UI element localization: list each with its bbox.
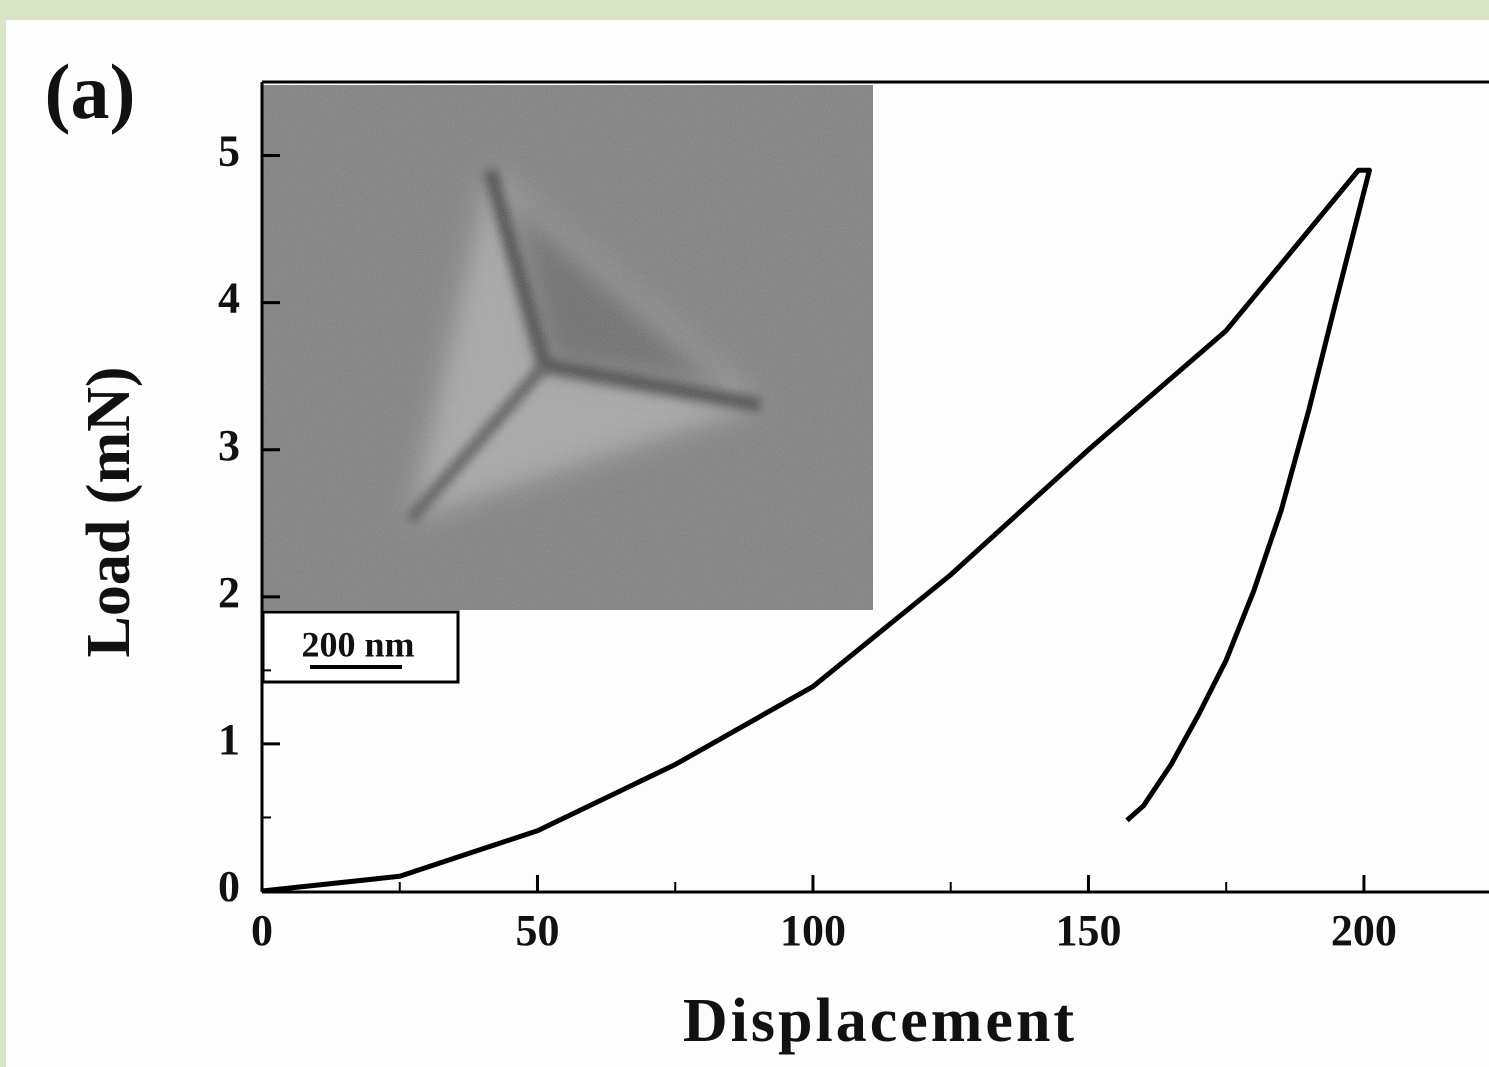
inset-image <box>262 85 873 610</box>
x-axis-label: Displacement <box>683 987 1077 1055</box>
y-tick-label: 3 <box>218 421 240 470</box>
y-axis-label: Load (mN) <box>75 366 143 657</box>
x-tick-label: 100 <box>780 906 846 955</box>
scale-box <box>261 610 460 684</box>
axes-frame <box>260 80 1489 894</box>
y-tick-label: 5 <box>218 127 240 176</box>
y-tick-label: 4 <box>218 274 240 323</box>
x-tick-label: 150 <box>1055 906 1121 955</box>
load-curve <box>261 167 1372 894</box>
y-tick-label: 2 <box>218 568 240 617</box>
y-tick-label: 1 <box>218 715 240 764</box>
panel-label: (a) <box>45 48 136 135</box>
scale-label: 200 nm <box>301 624 414 664</box>
x-tick-label: 0 <box>251 906 273 955</box>
y-tick-label: 0 <box>218 862 240 911</box>
x-tick-label: 200 <box>1331 906 1397 955</box>
x-tick-label: 50 <box>515 906 559 955</box>
